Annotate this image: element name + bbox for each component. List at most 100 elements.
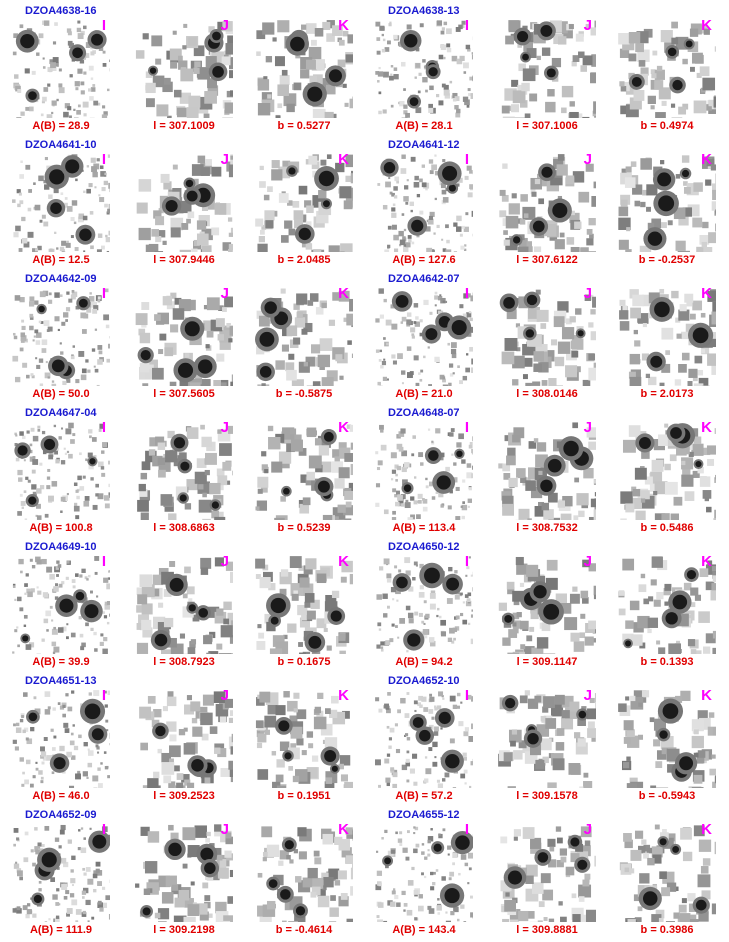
noise [169, 745, 181, 758]
noise [552, 758, 565, 771]
noise [255, 506, 260, 511]
noise [416, 514, 421, 520]
noise [660, 30, 673, 43]
noise [382, 376, 388, 381]
noise [640, 201, 646, 208]
noise [137, 499, 149, 512]
noise [228, 736, 233, 750]
noise [468, 93, 472, 97]
noise [378, 91, 382, 95]
noise [395, 625, 398, 628]
noise [590, 309, 596, 315]
noise [452, 92, 458, 99]
noise [449, 627, 455, 634]
noise [430, 886, 435, 891]
noise [384, 829, 388, 834]
band-label: K [701, 17, 712, 34]
noise [715, 209, 716, 214]
noise [658, 917, 664, 922]
star-core [41, 852, 57, 868]
noise [469, 170, 473, 174]
noise [319, 364, 325, 370]
noise [427, 905, 432, 910]
noise [547, 838, 556, 847]
noise [256, 500, 268, 511]
star-core [323, 200, 330, 208]
noise [283, 691, 290, 698]
noise [108, 483, 110, 488]
noise [429, 211, 435, 217]
noise [335, 162, 345, 173]
noise [136, 202, 148, 214]
noise [22, 729, 26, 734]
noise [692, 217, 703, 228]
noise [508, 20, 519, 31]
star-core [17, 445, 28, 456]
noise [227, 612, 233, 626]
noise [28, 642, 35, 648]
noise [676, 333, 682, 339]
noise [468, 867, 472, 871]
noise [300, 24, 307, 30]
noise [64, 452, 68, 455]
noise [470, 574, 473, 577]
noise [582, 55, 593, 66]
noise [678, 904, 687, 913]
noise [325, 594, 337, 607]
noise [650, 105, 655, 110]
noise [458, 872, 461, 876]
noise [466, 293, 471, 298]
noise [681, 331, 689, 340]
noise [72, 585, 76, 589]
noise [527, 698, 539, 709]
noise [455, 615, 460, 620]
noise [72, 724, 75, 727]
noise [109, 336, 110, 339]
image [255, 20, 353, 118]
noise [443, 56, 446, 60]
noise [194, 825, 207, 838]
noise [584, 840, 591, 846]
noise [256, 30, 266, 40]
noise [410, 514, 415, 520]
noise [31, 564, 36, 569]
noise [257, 243, 268, 252]
noise [674, 886, 679, 892]
noise [638, 60, 646, 67]
noise [681, 898, 687, 904]
noise [417, 702, 422, 707]
noise [661, 513, 670, 520]
noise [687, 893, 696, 902]
noise [411, 453, 415, 457]
noise [682, 851, 693, 862]
star-core [317, 480, 330, 493]
noise [85, 458, 88, 462]
noise [384, 249, 390, 252]
noise [460, 773, 466, 779]
noise [377, 919, 383, 922]
star-core [259, 366, 272, 378]
noise [708, 232, 716, 244]
noise [100, 762, 103, 765]
noise [418, 452, 424, 458]
noise [671, 37, 679, 45]
noise [138, 227, 151, 241]
noise [437, 912, 441, 915]
star-core [552, 202, 568, 219]
noise [452, 852, 458, 858]
noise [435, 869, 439, 872]
noise [31, 375, 35, 379]
noise [424, 756, 428, 759]
noise [653, 739, 661, 747]
noise [46, 566, 53, 573]
noise [691, 443, 704, 456]
panel-caption: l = 307.5605 [153, 388, 214, 400]
noise [105, 234, 108, 238]
noise [36, 488, 42, 494]
noise [632, 184, 643, 195]
noise [619, 48, 630, 58]
noise [526, 564, 539, 577]
noise [565, 365, 578, 378]
noise [102, 611, 106, 614]
star-core [169, 577, 184, 592]
